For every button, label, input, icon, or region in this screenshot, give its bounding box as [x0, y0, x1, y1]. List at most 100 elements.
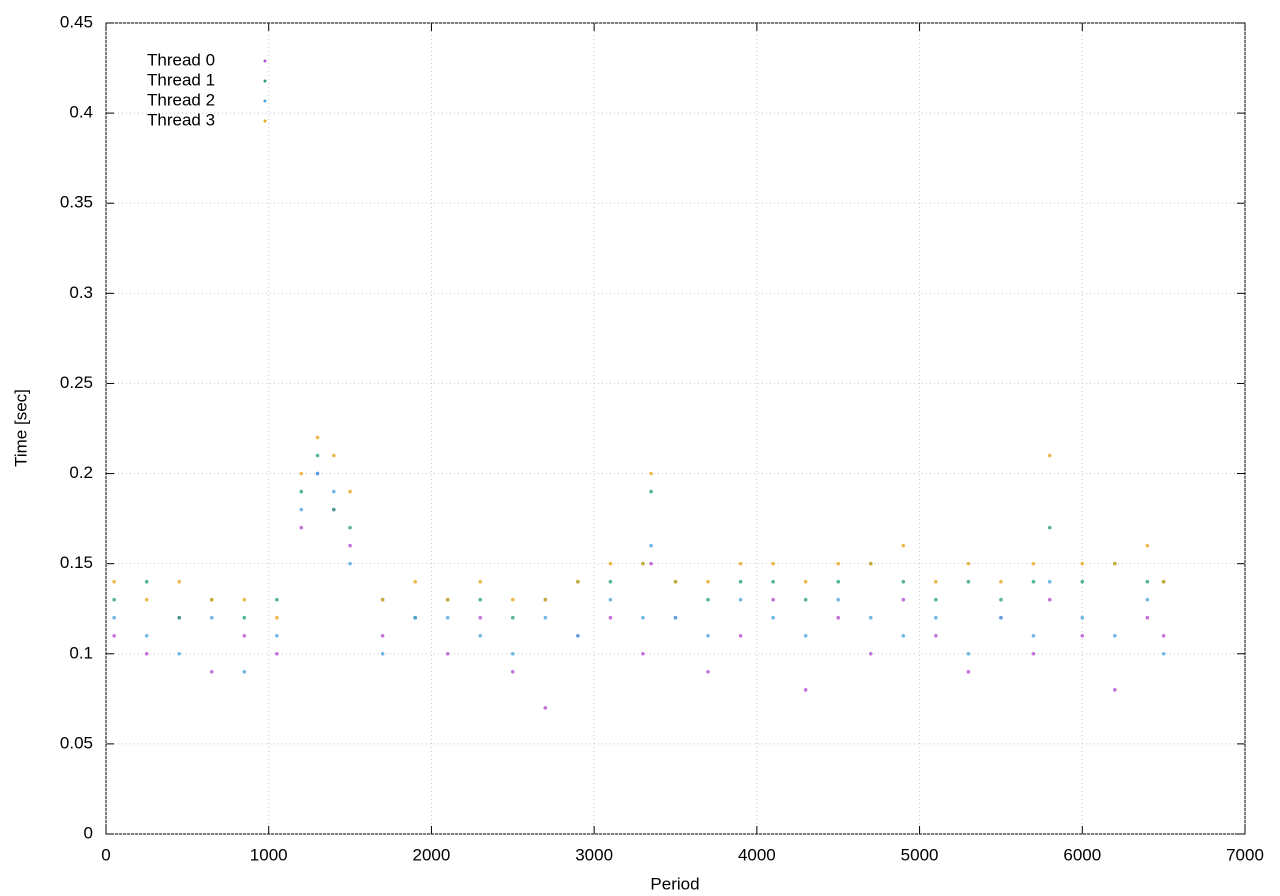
point	[478, 633, 483, 638]
point	[144, 633, 149, 638]
y-tick-label: 0.35	[60, 193, 93, 212]
point	[1080, 615, 1085, 620]
x-tick-label: 4000	[738, 845, 776, 864]
point	[901, 597, 906, 602]
point	[738, 561, 743, 566]
point	[348, 489, 352, 494]
y-tick-label: 0.45	[60, 12, 93, 31]
point	[209, 615, 214, 620]
point	[348, 561, 352, 566]
point	[966, 561, 971, 566]
point	[299, 525, 304, 530]
point	[478, 597, 483, 602]
point	[771, 597, 775, 602]
point	[242, 670, 247, 674]
y-tick-label: 0.1	[69, 643, 93, 662]
point	[934, 579, 938, 584]
point	[1080, 561, 1085, 566]
point	[177, 651, 182, 656]
point	[738, 633, 743, 638]
point	[641, 561, 645, 566]
point	[966, 651, 971, 656]
x-tick-label: 3000	[575, 845, 613, 864]
point	[836, 579, 841, 584]
point	[543, 597, 548, 602]
point	[380, 597, 385, 602]
point	[1047, 525, 1052, 530]
point	[608, 615, 613, 620]
point	[608, 597, 613, 602]
point	[901, 579, 906, 584]
point	[999, 579, 1003, 584]
point	[348, 543, 352, 548]
y-axis-label: Time [sec]	[11, 389, 30, 467]
point	[1031, 561, 1036, 566]
y-tick-label: 0.15	[60, 553, 93, 572]
point	[543, 706, 548, 710]
point	[771, 561, 775, 566]
x-tick-label: 6000	[1063, 845, 1101, 864]
y-tick-label: 0.05	[60, 733, 93, 752]
point	[868, 651, 873, 656]
point	[641, 651, 645, 656]
point	[1145, 543, 1150, 548]
point	[510, 597, 515, 602]
y-tick-label: 0.3	[69, 283, 93, 302]
point	[1161, 633, 1166, 638]
point	[1031, 651, 1036, 656]
point	[1047, 453, 1052, 458]
legend-label: Thread 0	[147, 50, 215, 69]
point	[901, 543, 906, 548]
point	[999, 597, 1003, 602]
point	[673, 615, 678, 620]
point	[576, 633, 580, 638]
point	[706, 670, 710, 674]
plot-frame	[105, 22, 1246, 835]
point	[1080, 579, 1085, 584]
point	[445, 651, 450, 656]
point	[771, 579, 775, 584]
y-tick-label: 0	[84, 823, 93, 842]
point	[1161, 651, 1166, 656]
point	[836, 597, 841, 602]
point	[1145, 579, 1150, 584]
point	[510, 651, 515, 656]
point	[413, 615, 417, 620]
x-tick-label: 7000	[1226, 845, 1264, 864]
point	[1080, 633, 1085, 638]
point	[868, 561, 873, 566]
point	[803, 688, 808, 692]
legend-label: Thread 3	[147, 110, 215, 129]
legend-label: Thread 2	[147, 90, 215, 109]
point	[299, 489, 304, 494]
point	[1145, 597, 1150, 602]
point	[380, 651, 385, 656]
point	[649, 471, 653, 476]
point	[332, 453, 336, 458]
point	[803, 597, 808, 602]
point	[999, 615, 1003, 620]
point	[478, 615, 483, 620]
point	[275, 633, 279, 638]
point	[112, 579, 116, 584]
point	[1113, 688, 1117, 692]
point	[177, 615, 182, 620]
point	[478, 579, 483, 584]
point	[242, 633, 247, 638]
point	[649, 543, 653, 548]
point	[413, 579, 417, 584]
point	[673, 579, 678, 584]
point	[1031, 579, 1036, 584]
point	[649, 561, 653, 566]
point	[738, 579, 743, 584]
point	[608, 561, 613, 566]
point	[836, 561, 841, 566]
point	[332, 507, 336, 512]
point	[966, 579, 971, 584]
point	[868, 615, 873, 620]
point	[706, 633, 710, 638]
x-axis-label: Period	[650, 874, 699, 893]
point	[1161, 579, 1166, 584]
point	[112, 597, 116, 602]
point	[901, 633, 906, 638]
